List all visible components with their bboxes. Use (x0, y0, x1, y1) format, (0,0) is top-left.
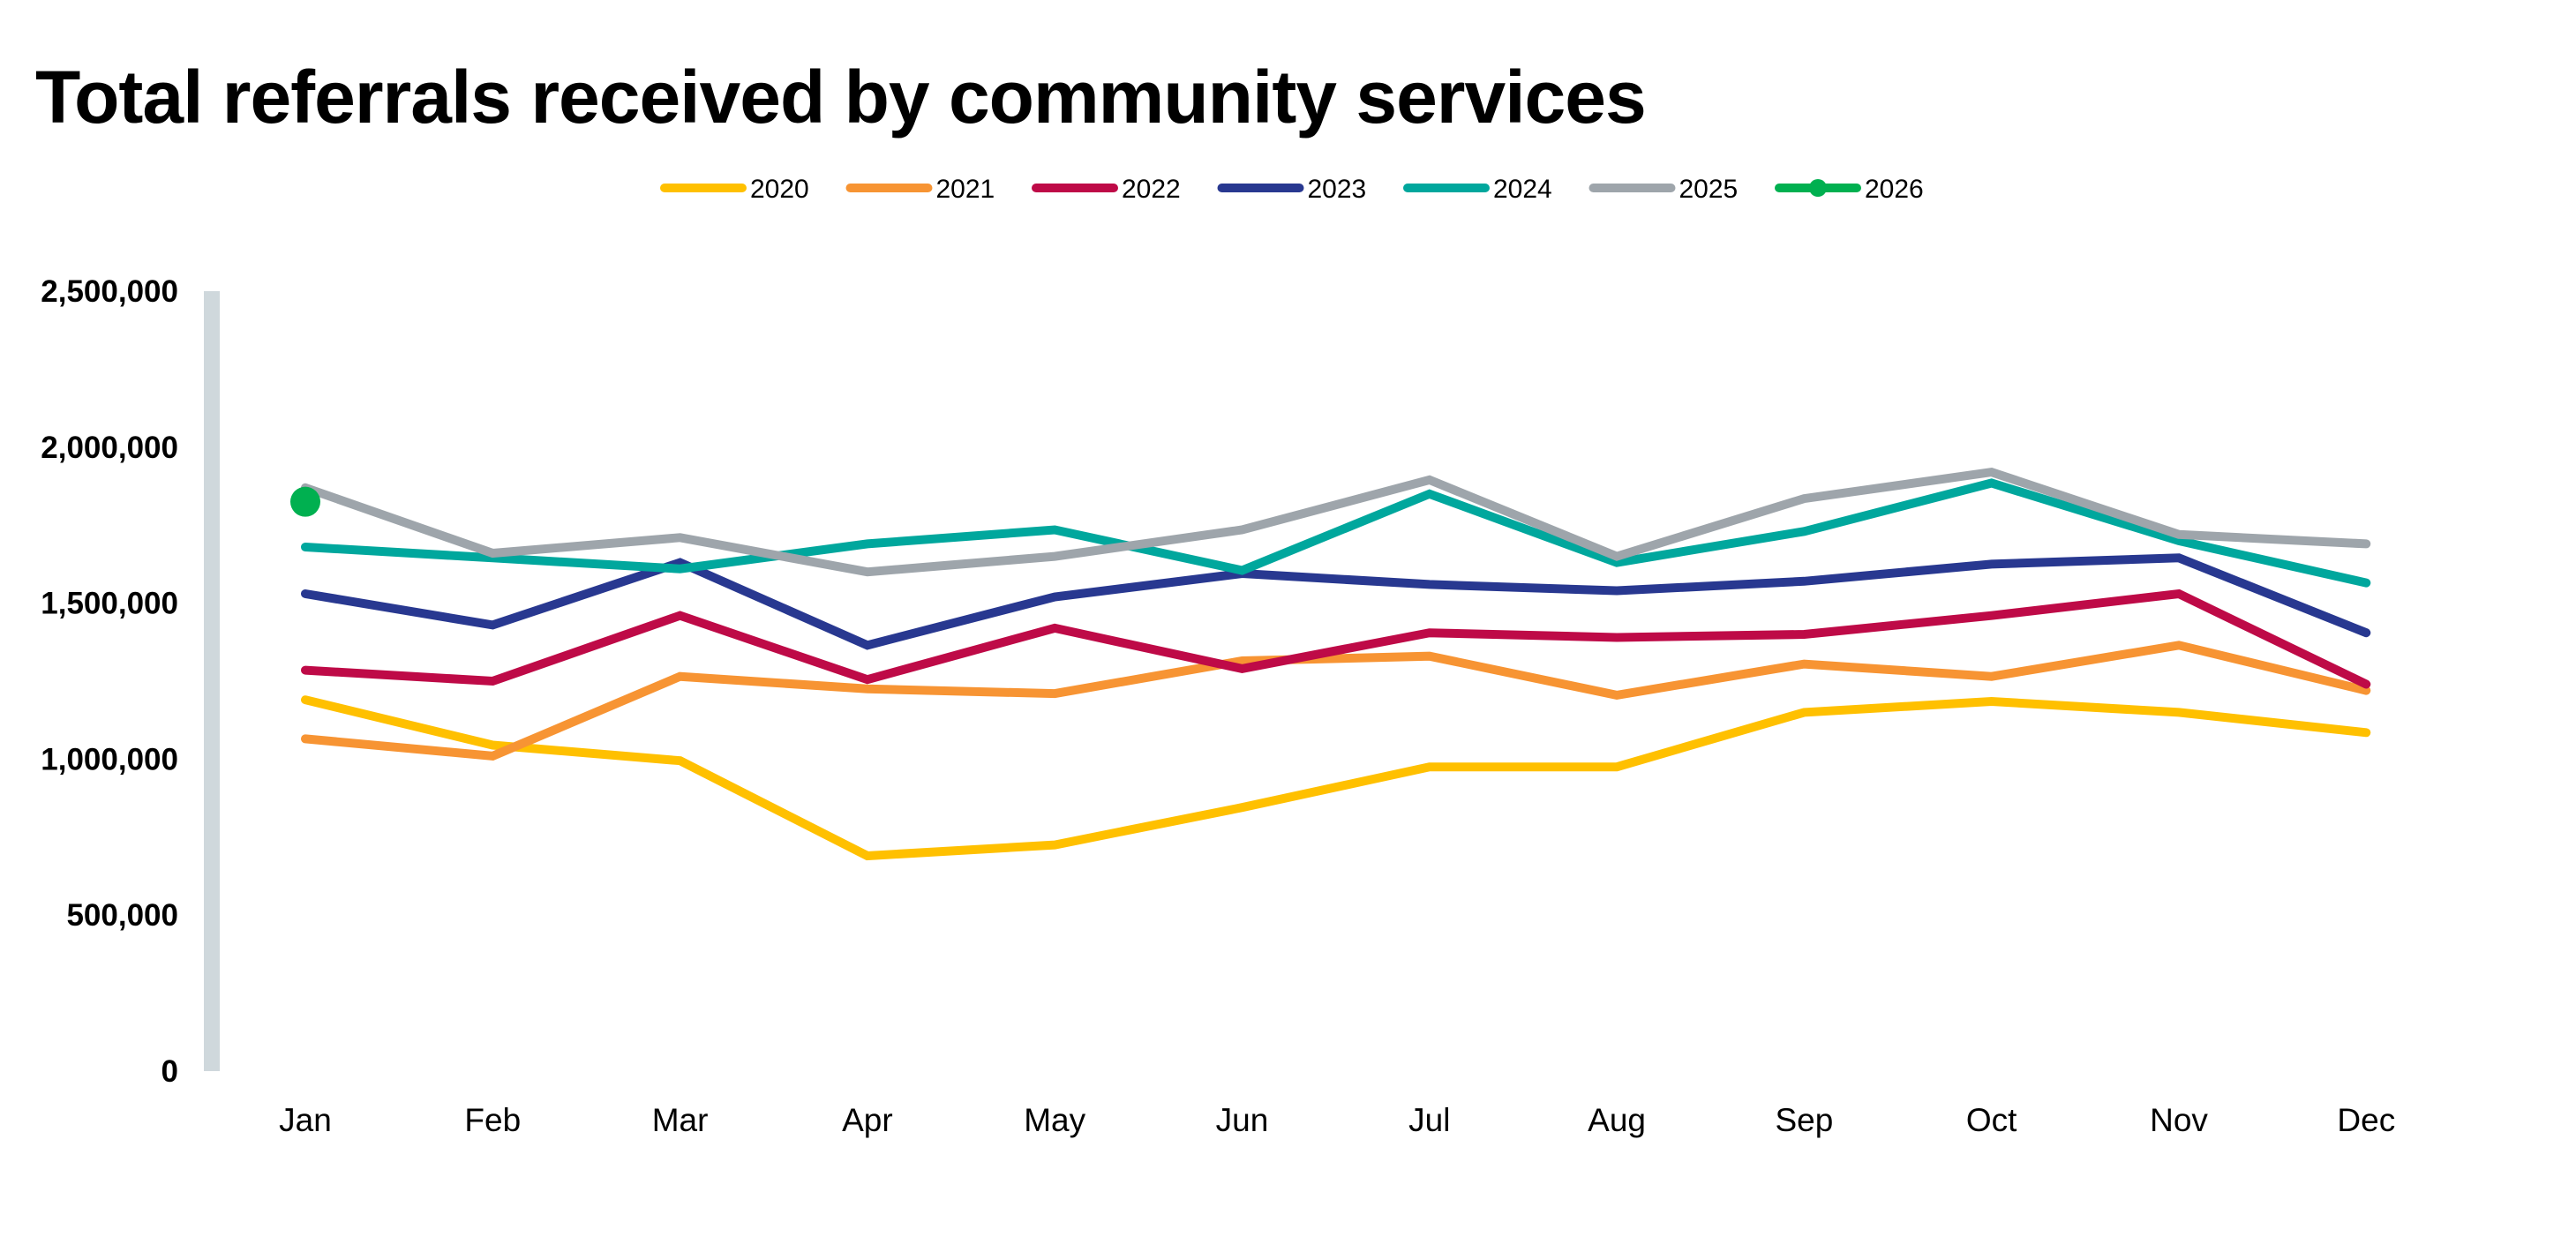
y-tick-label: 1,500,000 (41, 587, 178, 621)
series-lines (290, 467, 2371, 861)
y-tick-label: 2,000,000 (41, 431, 178, 465)
legend-label: 2021 (936, 175, 995, 204)
legend-item-2023: 2023 (1217, 175, 1367, 204)
x-tick-label: Oct (1966, 1102, 2017, 1138)
x-tick-label: Apr (842, 1102, 893, 1138)
legend-item-2026: 2026 (1775, 175, 1924, 204)
legend-label: 2026 (1865, 175, 1924, 204)
legend: 2020 2021 2022 2023 2024 2025 2026 (660, 175, 1924, 204)
legend-item-2022: 2022 (1032, 175, 1181, 204)
x-tick-label: May (1024, 1102, 1085, 1138)
x-tick-label: Feb (464, 1102, 521, 1138)
y-axis-line (204, 291, 220, 1071)
series-2026 (290, 486, 320, 517)
x-tick-label: Jul (1408, 1102, 1450, 1138)
x-tick-label: Aug (1588, 1102, 1646, 1138)
legend-item-2020: 2020 (660, 175, 809, 204)
series-2024 (301, 478, 2371, 588)
series-line-2025 (301, 467, 2371, 577)
x-tick-label: Sep (1775, 1102, 1833, 1138)
x-tick-label: Nov (2150, 1102, 2208, 1138)
y-axis: 0 500,000 1,000,000 1,500,000 2,000,000 2,500… (41, 274, 220, 1089)
x-tick-label: Jun (1216, 1102, 1269, 1138)
y-tick-label: 0 (161, 1054, 178, 1089)
series-line-2022 (301, 589, 2371, 689)
x-tick-label: Jan (279, 1102, 332, 1138)
series-line-2023 (301, 553, 2371, 650)
series-2021 (301, 641, 2371, 761)
y-tick-label: 2,500,000 (41, 274, 178, 309)
series-2023 (301, 553, 2371, 650)
series-line-2020 (301, 695, 2371, 861)
series-line-2024 (301, 478, 2371, 588)
series-2025 (301, 467, 2371, 577)
y-tick-label: 500,000 (66, 898, 178, 933)
legend-label: 2020 (750, 175, 809, 204)
x-tick-label: Mar (652, 1102, 709, 1138)
legend-label: 2022 (1122, 175, 1181, 204)
chart-title: Total referrals received by community se… (35, 56, 1647, 139)
x-axis: Jan Feb Mar Apr May Jun Jul Aug Sep Oct Nov Dec (279, 1102, 2395, 1138)
legend-label: 2024 (1493, 175, 1552, 204)
series-line-2021 (301, 641, 2371, 761)
legend-label: 2023 (1308, 175, 1367, 204)
data-point-2026-Jan (290, 486, 320, 517)
legend-item-2024: 2024 (1403, 175, 1552, 204)
legend-label: 2025 (1679, 175, 1739, 204)
x-tick-label: Dec (2337, 1102, 2395, 1138)
series-2020 (301, 695, 2371, 861)
legend-item-2025: 2025 (1588, 175, 1739, 204)
legend-item-2021: 2021 (845, 175, 995, 204)
legend-marker (1809, 179, 1827, 197)
y-tick-label: 1,000,000 (41, 742, 178, 776)
series-2022 (301, 589, 2371, 689)
